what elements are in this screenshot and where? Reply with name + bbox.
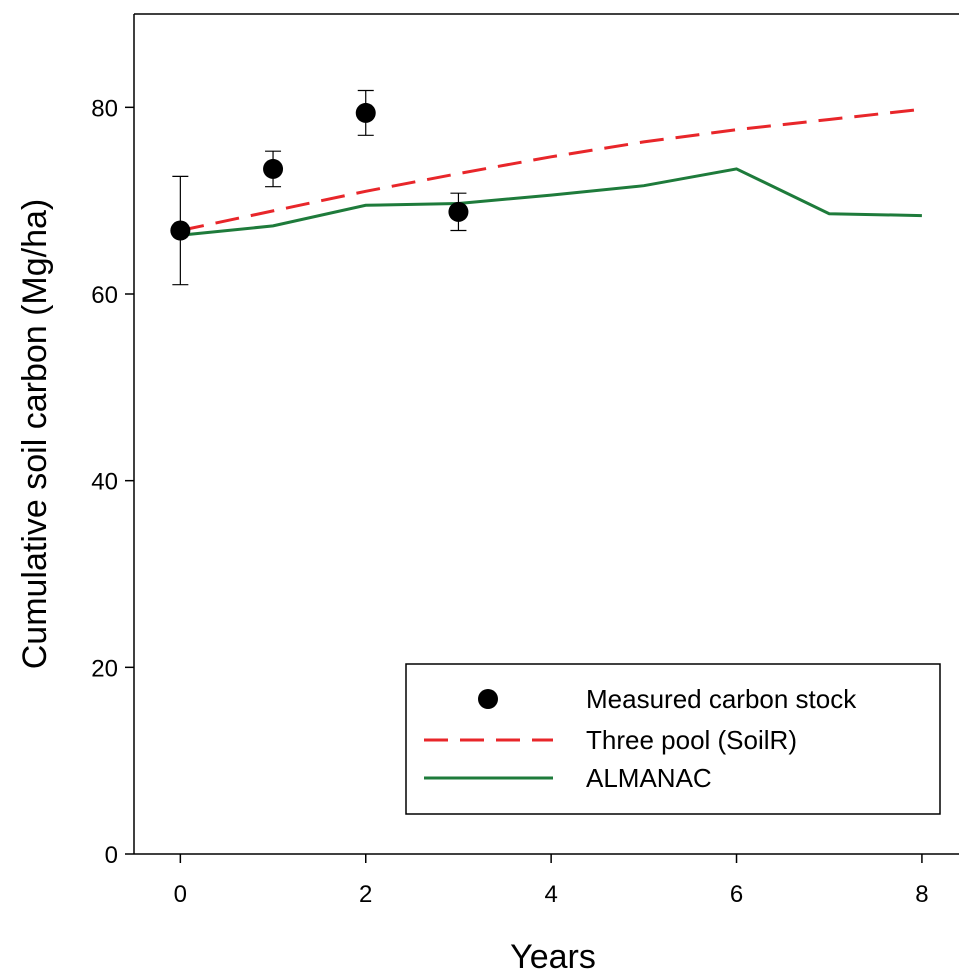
x-tick-label: 4 <box>544 881 557 908</box>
y-tick-label: 60 <box>91 282 118 309</box>
x-axis-title: Years <box>510 938 596 975</box>
legend-label-almanac: ALMANAC <box>586 763 712 793</box>
x-tick-label: 2 <box>359 881 372 908</box>
y-axis-title: Cumulative soil carbon (Mg/ha) <box>16 199 54 670</box>
plot-series <box>170 89 923 286</box>
legend-label-three-pool: Three pool (SoilR) <box>586 725 797 755</box>
x-tick-label: 6 <box>730 881 743 908</box>
y-tick-label: 20 <box>91 655 118 682</box>
measured-point <box>263 158 284 179</box>
measured-point <box>355 102 376 123</box>
axes: 0 20 40 60 80 0 2 4 6 8 <box>91 13 959 908</box>
y-tick-label: 40 <box>91 469 118 496</box>
measured-point <box>448 201 469 222</box>
y-tick-label: 80 <box>91 95 118 122</box>
x-tick-label: 0 <box>174 881 187 908</box>
y-tick-label: 0 <box>105 842 118 869</box>
legend: Measured carbon stock Three pool (SoilR)… <box>405 663 941 815</box>
series-line-almanac <box>180 167 922 237</box>
legend-label-measured: Measured carbon stock <box>586 684 857 714</box>
measured-point <box>170 220 191 241</box>
x-tick-label: 8 <box>915 881 928 908</box>
legend-marker-measured <box>478 689 498 709</box>
series-line-three-pool-soilr <box>179 107 923 232</box>
legend-box <box>405 663 941 815</box>
